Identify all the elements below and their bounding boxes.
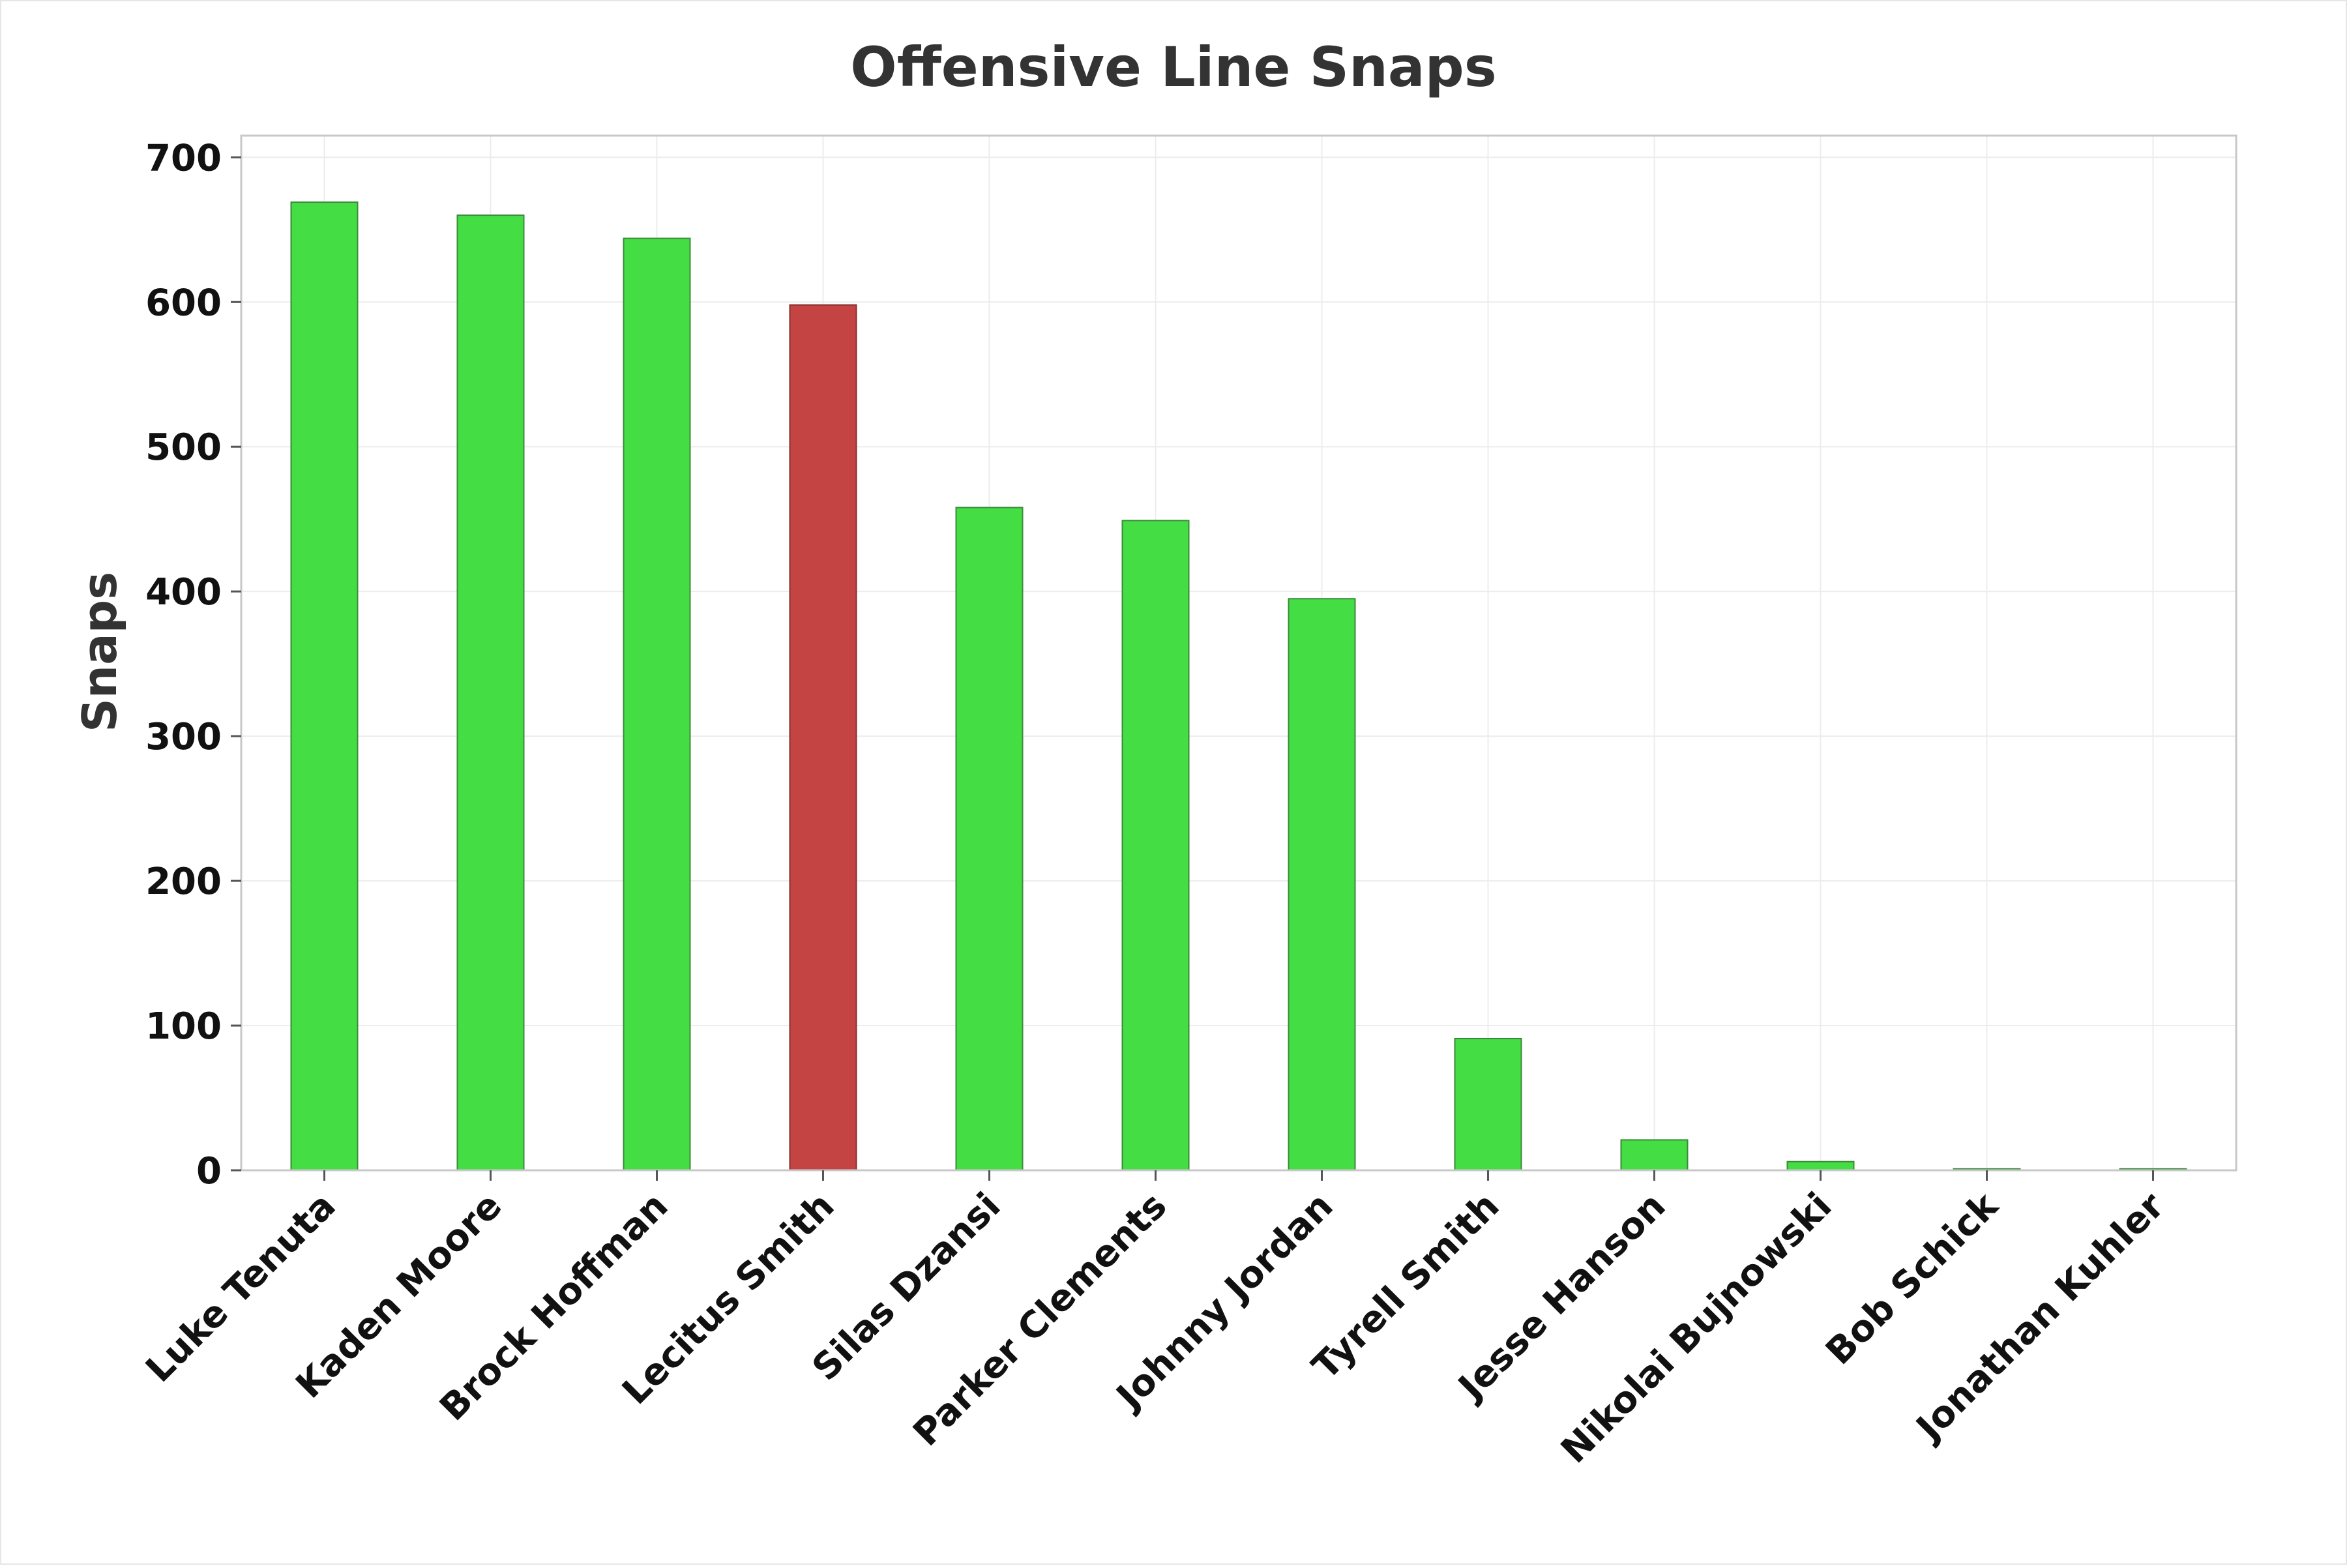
bar-parker-clements bbox=[1121, 520, 1190, 1171]
y-axis-label: Snaps bbox=[72, 572, 127, 732]
bar-luke-tenuta bbox=[290, 201, 359, 1171]
y-tick-label-1: 100 bbox=[145, 1005, 222, 1048]
bar-brock-hoffman bbox=[623, 237, 691, 1171]
bars bbox=[290, 201, 2187, 1172]
bar-kaden-moore bbox=[456, 214, 525, 1172]
bar-silas-dzansi bbox=[955, 507, 1024, 1171]
y-tick-label-2: 200 bbox=[145, 861, 222, 903]
bar-nikolai-bujnowski bbox=[1786, 1161, 1855, 1171]
chart-title: Offensive Line Snaps bbox=[850, 35, 1496, 99]
y-tick-label-6: 600 bbox=[145, 282, 222, 324]
bar-tyrell-smith bbox=[1454, 1038, 1522, 1171]
y-axis-ticks: 0 100 200 300 400 500 600 700 bbox=[145, 137, 241, 1192]
y-tick-label-0: 0 bbox=[196, 1150, 222, 1192]
plot-frame bbox=[240, 134, 2237, 1172]
bar-johnny-jordan bbox=[1288, 598, 1356, 1171]
y-tick-label-7: 700 bbox=[145, 137, 222, 179]
y-tick-label-5: 500 bbox=[145, 426, 222, 469]
bar-jesse-hanson bbox=[1620, 1139, 1689, 1171]
bar-lecitus-smith bbox=[789, 304, 857, 1171]
y-tick-label-3: 300 bbox=[145, 716, 222, 758]
y-tick-label-4: 400 bbox=[145, 571, 222, 614]
